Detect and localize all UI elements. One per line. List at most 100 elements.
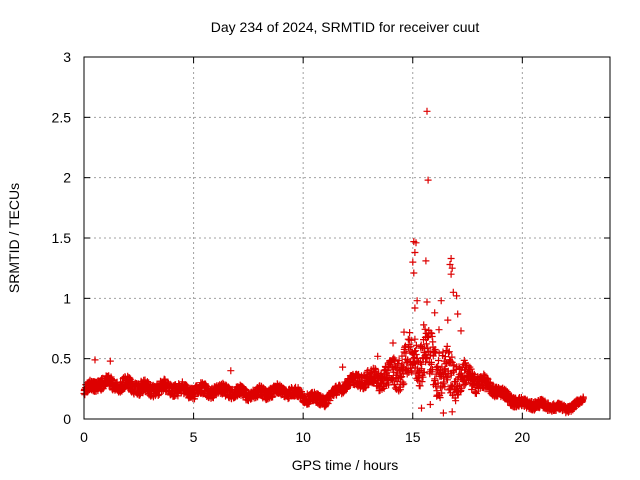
data-point — [427, 329, 435, 337]
data-point — [445, 348, 453, 356]
data-point — [431, 309, 439, 317]
data-point — [467, 365, 475, 373]
data-point — [227, 367, 235, 375]
data-point — [426, 401, 434, 408]
data-point — [452, 397, 460, 405]
data-point — [388, 363, 396, 371]
data-point — [412, 239, 420, 247]
data-point — [437, 297, 445, 305]
plot-frame — [83, 56, 611, 420]
data-point — [143, 378, 151, 386]
data-point — [447, 270, 455, 278]
data-point — [395, 357, 403, 364]
y-tick-label: 2.5 — [52, 109, 72, 125]
x-tick-label: 5 — [190, 429, 198, 445]
data-point — [296, 386, 304, 394]
data-point — [416, 382, 424, 390]
data-point — [389, 339, 397, 347]
data-point — [435, 326, 443, 334]
data-point — [242, 386, 250, 393]
data-point — [424, 176, 432, 184]
data-point — [407, 343, 415, 351]
data-point — [403, 370, 411, 378]
data-point — [441, 353, 449, 361]
data-point — [411, 348, 419, 355]
data-point — [418, 404, 425, 412]
y-tick-label: 1.5 — [52, 230, 72, 246]
x-tick-label: 20 — [515, 429, 531, 445]
data-point — [457, 327, 465, 335]
data-point — [427, 358, 435, 366]
data-point — [421, 325, 429, 333]
y-axis-title: SRMTID / TECUs — [6, 183, 22, 293]
data-point — [398, 360, 406, 368]
data-point — [411, 335, 419, 343]
data-point — [458, 384, 466, 392]
data-point — [432, 348, 440, 356]
data-point — [91, 356, 99, 364]
data-point — [579, 394, 587, 402]
data-point — [412, 351, 420, 358]
data-point — [423, 107, 431, 115]
data-point — [453, 292, 461, 300]
x-tick-label: 10 — [295, 429, 311, 445]
y-tick-label: 0.5 — [52, 351, 72, 367]
data-point — [423, 298, 431, 306]
data-point — [408, 368, 416, 376]
x-axis-title: GPS time / hours — [292, 457, 399, 473]
data-point — [398, 352, 406, 360]
data-point — [422, 340, 430, 348]
y-tick-label: 3 — [63, 49, 71, 65]
x-tick-label: 0 — [80, 429, 88, 445]
data-point — [339, 363, 347, 371]
data-point — [410, 269, 418, 277]
data-point — [399, 381, 407, 389]
data-point — [472, 390, 480, 397]
data-point — [448, 264, 456, 272]
data-point — [439, 348, 447, 356]
data-point — [418, 378, 426, 386]
data-point — [454, 310, 462, 318]
data-point — [444, 316, 452, 324]
data-point — [411, 249, 419, 256]
data-point — [447, 255, 455, 262]
grid — [84, 57, 610, 419]
axis-ticks: 0 5 10 15 20 0 0.5 1 1.5 2 2.5 3 — [52, 49, 610, 445]
data-point — [439, 409, 447, 417]
chart-title: Day 234 of 2024, SRMTID for receiver cuu… — [211, 19, 480, 35]
x-tick-label: 15 — [405, 429, 421, 445]
data-point — [416, 359, 424, 367]
y-tick-label: 1 — [63, 290, 71, 306]
data-point — [443, 342, 451, 350]
data-point — [422, 257, 430, 265]
data-point — [419, 373, 427, 381]
y-tick-label: 2 — [63, 170, 71, 186]
data-point — [191, 393, 199, 400]
data-point — [420, 321, 428, 329]
data-point — [391, 356, 399, 364]
data-point — [480, 370, 488, 378]
data-point — [420, 369, 428, 377]
data-point — [446, 261, 454, 268]
data-point — [401, 342, 409, 350]
data-point — [445, 349, 452, 357]
data-point — [457, 369, 465, 377]
data-point — [411, 304, 419, 312]
y-tick-label: 0 — [63, 411, 71, 427]
data-point — [434, 379, 442, 387]
data-point — [448, 408, 456, 416]
data-point — [407, 336, 415, 344]
data-point — [454, 382, 462, 390]
data-point — [402, 349, 410, 357]
data-points — [80, 107, 587, 417]
data-point — [461, 381, 469, 388]
data-point — [436, 394, 444, 402]
data-point — [423, 355, 431, 363]
data-point — [400, 328, 408, 336]
data-point — [441, 383, 449, 391]
data-point — [374, 352, 382, 360]
data-point — [449, 288, 457, 296]
data-point — [400, 380, 408, 388]
data-point — [106, 357, 114, 365]
